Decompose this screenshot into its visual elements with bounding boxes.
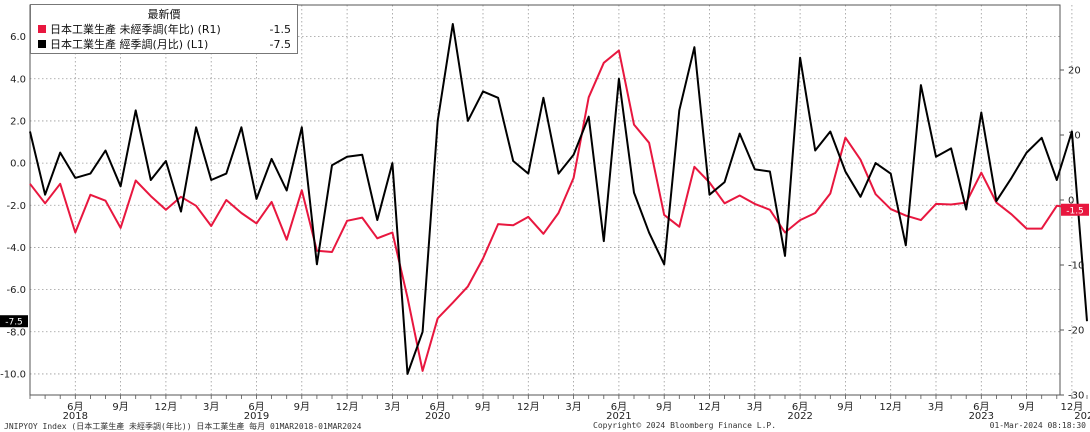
y-left-tick-label: 2.0 (10, 116, 26, 127)
series-layer (29, 23, 1088, 375)
y-right-tick-label: -30 (1068, 391, 1084, 402)
x-tick-label-month: 9月 (475, 401, 491, 413)
right-value-badge: -1.5 (1066, 206, 1084, 216)
legend-item-name: 日本工業生產 經季調(月比) (L1) (50, 38, 209, 51)
x-tick-label-month: 3月 (384, 401, 400, 413)
y-left-tick-label: -8.0 (6, 327, 26, 338)
x-tick-label-month: 6月 (430, 401, 446, 413)
value-badges: -7.5 -1.5 (0, 203, 1089, 328)
x-tick-label-month: 3月 (928, 401, 944, 413)
y-right-tick-label: 0 (1068, 196, 1074, 207)
x-tick-label-month: 3月 (747, 401, 763, 413)
y-left-tick-label: -2.0 (6, 201, 26, 212)
legend-item-value: -1.5 (269, 23, 291, 36)
x-tick-label-month: 12月 (336, 401, 359, 413)
right-value-badge-box (1061, 203, 1089, 216)
x-tick-label-year: 2023 (969, 411, 994, 422)
y-left-tick-label: -6.0 (6, 285, 26, 296)
x-tick-label-month: 6月 (248, 401, 264, 413)
y-right-tick-label: 20 (1068, 66, 1081, 77)
y-left-tick-label: 0.0 (10, 159, 26, 170)
left-value-badge: -7.5 (5, 318, 23, 328)
x-tick-label-month: 12月 (698, 401, 721, 413)
x-tick-label-month: 6月 (973, 401, 989, 413)
x-tick-label-month: 12月 (155, 401, 178, 413)
legend-swatch-black (38, 40, 46, 48)
x-tick-label-month: 3月 (203, 401, 219, 413)
left-value-badge-box (0, 315, 28, 328)
grid-lines (30, 5, 1073, 395)
series-yoy-line (29, 49, 1088, 372)
series-mom-line (29, 23, 1088, 375)
x-tick-label-month: 9月 (837, 401, 853, 413)
x-tick-label-month: 9月 (1018, 401, 1034, 413)
x-tick-label-month: 12月 (879, 401, 902, 413)
x-tick-label-month: 6月 (792, 401, 808, 413)
x-tick-label-year: 2022 (787, 411, 812, 422)
y-left-tick-label: 4.0 (10, 74, 26, 85)
y-left-tick-label: -4.0 (6, 243, 26, 254)
x-tick-label-year: 2024 (1074, 411, 1090, 422)
legend-item-name: 日本工業生產 未經季調(年比) (R1) (50, 23, 221, 36)
x-tick-label-month: 9月 (294, 401, 310, 413)
x-tick-label-month: 6月 (67, 401, 83, 413)
x-tick-label-month: 12月 (517, 401, 540, 413)
axes: 6.04.02.00.0-2.0-4.0-6.0-8.0-10.020100-1… (0, 4, 1090, 422)
footer-copyright: Copyright© 2024 Bloomberg Finance L.P. (593, 421, 777, 430)
y-right-tick-label: 10 (1068, 131, 1081, 142)
x-tick-label-month: 6月 (611, 401, 627, 413)
footer-source: JNIPYOY Index (日本工業生產 未經季調(年比)) 日本工業生產 每… (4, 422, 362, 431)
footer-timestamp: 01-Mar-2024 08:18:30 (989, 421, 1086, 430)
x-tick-label-month: 9月 (656, 401, 672, 413)
x-tick-label-month: 12月 (1061, 401, 1084, 413)
x-tick-label-month: 3月 (565, 401, 581, 413)
legend-item-mom: 日本工業生產 經季調(月比) (L1) -7.5 (31, 37, 297, 52)
legend-item-yoy: 日本工業生產 未經季調(年比) (R1) -1.5 (31, 22, 297, 37)
legend-header: 最新價 (147, 8, 181, 21)
x-tick-label-year: 2019 (244, 411, 269, 422)
y-left-tick-label: 6.0 (10, 32, 26, 43)
x-tick-label-year: 2020 (425, 411, 450, 422)
x-tick-label-year: 2018 (63, 411, 88, 422)
legend: 最新價 日本工業生產 未經季調(年比) (R1) -1.5 日本工業生產 經季調… (30, 4, 298, 54)
legend-swatch-red (38, 25, 46, 33)
x-tick-label-month: 9月 (112, 401, 128, 413)
y-left-tick-label: -10.0 (0, 369, 26, 380)
y-right-tick-label: -10 (1068, 261, 1084, 272)
legend-item-value: -7.5 (269, 38, 291, 51)
x-tick-label-year: 2021 (606, 411, 631, 422)
y-right-tick-label: -20 (1068, 326, 1084, 337)
